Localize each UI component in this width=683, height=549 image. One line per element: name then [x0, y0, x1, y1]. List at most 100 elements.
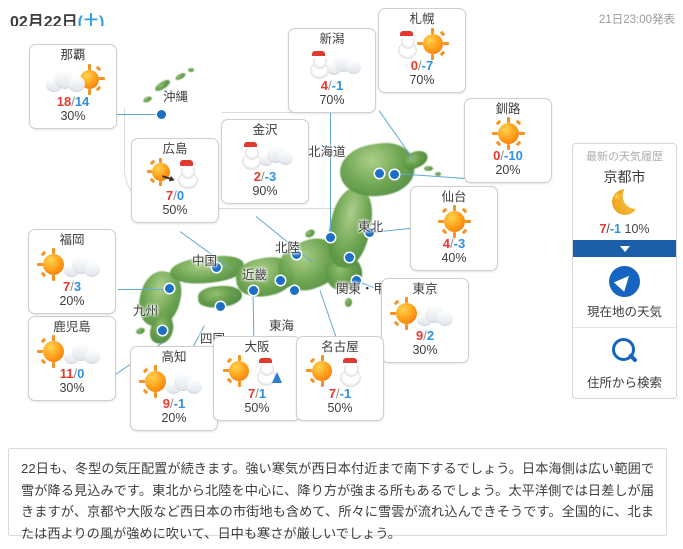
- weather-icon-sun: [465, 117, 551, 150]
- temperature: 4/-3: [442, 236, 466, 251]
- temperature: 7/-1: [328, 386, 352, 401]
- forecast-card-naha[interactable]: 那覇 18/14: [29, 44, 117, 129]
- japan-map[interactable]: 沖縄 九州 中国 四国 近畿 北陸 東海 関東・甲信 東北 北海道 那覇: [0, 8, 683, 438]
- dot-nagoya[interactable]: [290, 286, 299, 295]
- current-location-label: 現在地の天気: [586, 305, 662, 319]
- forecast-card-tokyo[interactable]: 東京 9/2 30%: [381, 278, 469, 363]
- high-temp: 0: [410, 58, 419, 73]
- weather-icon-cloud-then-sun: [30, 64, 116, 95]
- high-temp: 18: [56, 94, 72, 109]
- low-temp: -1: [331, 78, 344, 93]
- weather-icon-sun-then-cloud: [131, 365, 217, 398]
- region-label-hokkaido: 北海道: [308, 145, 346, 159]
- panel-temperature: 7/-1 10%: [599, 222, 650, 236]
- city-name: 福岡: [59, 233, 85, 247]
- precip-prob: 20%: [59, 294, 85, 308]
- city-name: 釧路: [495, 102, 521, 116]
- temperature: 9/-1: [162, 396, 186, 411]
- region-label-hokuriku: 北陸: [275, 241, 301, 255]
- snow-marker: [272, 372, 282, 383]
- forecast-card-fukuoka[interactable]: 福岡 7/3 20%: [28, 229, 116, 314]
- temperature: 4/-1: [320, 78, 344, 93]
- star-icon: [612, 192, 622, 201]
- dot-hiroshima[interactable]: [212, 263, 221, 272]
- temperature: 0/-10: [493, 148, 523, 163]
- dot-kagoshima[interactable]: [158, 326, 167, 335]
- forecast-card-hiroshima[interactable]: 広島: [131, 138, 219, 223]
- city-name: 東京: [412, 282, 438, 296]
- land-okinawa-4: [188, 68, 194, 72]
- land-okinawa-3: [142, 95, 153, 104]
- panel-precip-prob: 10%: [624, 222, 650, 236]
- dot-sendai[interactable]: [365, 228, 374, 237]
- high-temp: 7: [328, 386, 337, 401]
- address-search-label: 住所から検索: [586, 376, 662, 390]
- low-temp: 0: [77, 366, 85, 381]
- current-location-weather-button[interactable]: 現在地の天気: [573, 257, 676, 328]
- weather-icon-sun-then-snow: [214, 355, 300, 387]
- forecast-card-sapporo[interactable]: 札幌: [378, 8, 466, 93]
- land-hokkaido-isl: [424, 166, 433, 171]
- dot-fukuoka[interactable]: [165, 284, 174, 293]
- low-temp: 14: [74, 94, 90, 109]
- snowman-shape: [307, 51, 331, 79]
- dot-kochi[interactable]: [216, 302, 225, 311]
- forecast-card-nagoya[interactable]: 名古屋 7/-1: [296, 336, 384, 421]
- weather-icon-moon-star: [573, 187, 676, 221]
- precip-prob: 40%: [441, 251, 467, 265]
- city-name: 那覇: [60, 48, 86, 62]
- land-kyushu-isl: [135, 326, 146, 336]
- dot-sapporo[interactable]: [375, 169, 384, 178]
- forecast-card-kushiro[interactable]: 釧路 0/-10 20%: [464, 98, 552, 183]
- forecast-card-kanazawa[interactable]: 金沢 2/-3: [221, 119, 309, 204]
- leader-fukuoka: [118, 289, 170, 290]
- panel-title: 最新の天気履歴: [586, 151, 663, 163]
- chevron-down-icon[interactable]: [573, 240, 676, 257]
- precip-prob: 50%: [327, 401, 353, 415]
- high-temp: 2: [253, 169, 262, 184]
- forecast-card-osaka[interactable]: 大阪: [213, 336, 301, 421]
- panel-low-temp: -1: [609, 222, 622, 236]
- navigation-icon: [609, 266, 640, 297]
- low-temp: 2: [426, 328, 435, 343]
- city-name: 札幌: [409, 12, 435, 26]
- precip-prob: 70%: [319, 93, 345, 107]
- high-temp: 7: [247, 386, 256, 401]
- boundary-okinawa: [124, 108, 345, 209]
- dot-niigata[interactable]: [326, 233, 335, 242]
- dot-kanto[interactable]: [345, 253, 354, 262]
- weather-history-panel[interactable]: 最新の天気履歴 京都市 7/-1 10% 現在地の天気 住所から検索: [572, 143, 677, 399]
- dot-kanazawa[interactable]: [292, 250, 301, 259]
- panel-high-temp: 7: [599, 222, 607, 236]
- forecast-card-kochi[interactable]: 高知 9/-1 20%: [130, 346, 218, 431]
- dot-okinawa[interactable]: [157, 110, 166, 119]
- low-temp: -1: [339, 386, 352, 401]
- dot-chubu[interactable]: [276, 276, 285, 285]
- weather-icon-sun-then-cloud: [29, 248, 115, 281]
- dot-tokyo[interactable]: [352, 276, 361, 285]
- region-label-okinawa: 沖縄: [163, 90, 189, 104]
- low-temp: 3: [73, 279, 82, 294]
- panel-city-name: 京都市: [603, 169, 646, 185]
- precip-prob: 50%: [162, 203, 188, 217]
- forecast-card-sendai[interactable]: 仙台 4/-3 40%: [410, 186, 498, 271]
- low-temp: 0: [176, 188, 185, 203]
- temperature: 11/0: [59, 366, 85, 381]
- temperature: 7/3: [62, 279, 82, 294]
- region-label-chugoku: 中国: [192, 254, 218, 268]
- high-temp: 4: [442, 236, 451, 251]
- precip-prob: 90%: [252, 184, 278, 198]
- high-temp: 7: [62, 279, 71, 294]
- address-search-button[interactable]: 住所から検索: [573, 328, 676, 398]
- precip-prob: 30%: [412, 343, 438, 357]
- temperature: 7/0: [165, 188, 185, 203]
- dot-kushiro[interactable]: [390, 170, 399, 179]
- dot-osaka[interactable]: [249, 286, 258, 295]
- precip-prob: 70%: [409, 73, 435, 87]
- forecast-card-kagoshima[interactable]: 鹿児島 11/0 30%: [28, 316, 116, 401]
- precip-prob: 30%: [60, 109, 86, 123]
- temperature: 2/-3: [253, 169, 277, 184]
- forecast-card-niigata[interactable]: 新潟 4/-1: [288, 28, 376, 113]
- low-temp: 1: [258, 386, 267, 401]
